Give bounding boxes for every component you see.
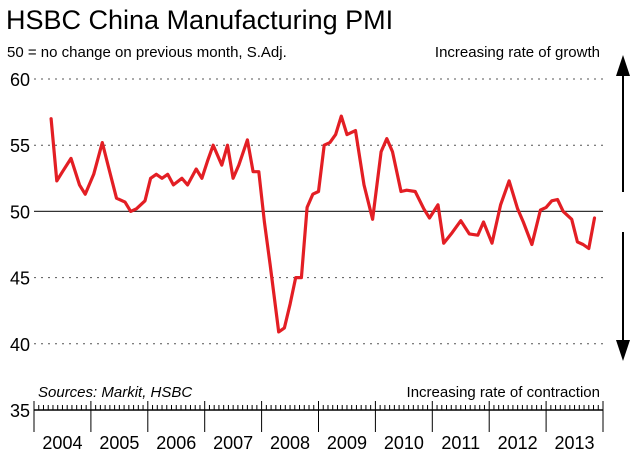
chart-subtitle: 50 = no change on previous month, S.Adj. — [7, 44, 287, 61]
y-tick-label: 40 — [10, 335, 30, 355]
source-note: Sources: Markit, HSBC — [38, 384, 193, 401]
x-tick-label: 2011 — [441, 433, 480, 453]
x-tick-label: 2007 — [213, 433, 253, 453]
y-tick-label: 35 — [10, 401, 30, 421]
y-tick-label: 50 — [10, 202, 30, 222]
growth-annotation: Increasing rate of growth — [434, 44, 600, 61]
x-tick-label: 2004 — [42, 433, 82, 453]
y-tick-label: 55 — [10, 136, 30, 156]
down-arrow-icon — [616, 340, 630, 361]
x-tick-label: 2009 — [327, 433, 367, 453]
y-tick-label: 45 — [10, 269, 30, 289]
x-tick-label: 2006 — [156, 433, 196, 453]
up-arrow-icon — [616, 55, 630, 76]
chart-title: HSBC China Manufacturing PMI — [6, 5, 394, 35]
y-tick-label: 60 — [10, 70, 30, 90]
x-tick-label: 2005 — [99, 433, 139, 453]
x-axis: 2004 2005 2006 2007 2008 2009 2010 2011 2012 2013 — [33, 401, 604, 453]
x-tick-label: 2010 — [384, 433, 424, 453]
direction-arrows — [616, 55, 630, 361]
y-axis-tick-labels: 35 40 45 50 55 60 — [10, 70, 30, 421]
x-tick-label: 2008 — [270, 433, 310, 453]
x-tick-label: 2012 — [498, 433, 538, 453]
pmi-series-line — [49, 114, 597, 334]
contraction-annotation: Increasing rate of contraction — [406, 384, 600, 401]
series-layer — [49, 114, 597, 334]
x-tick-label: 2013 — [555, 433, 595, 453]
